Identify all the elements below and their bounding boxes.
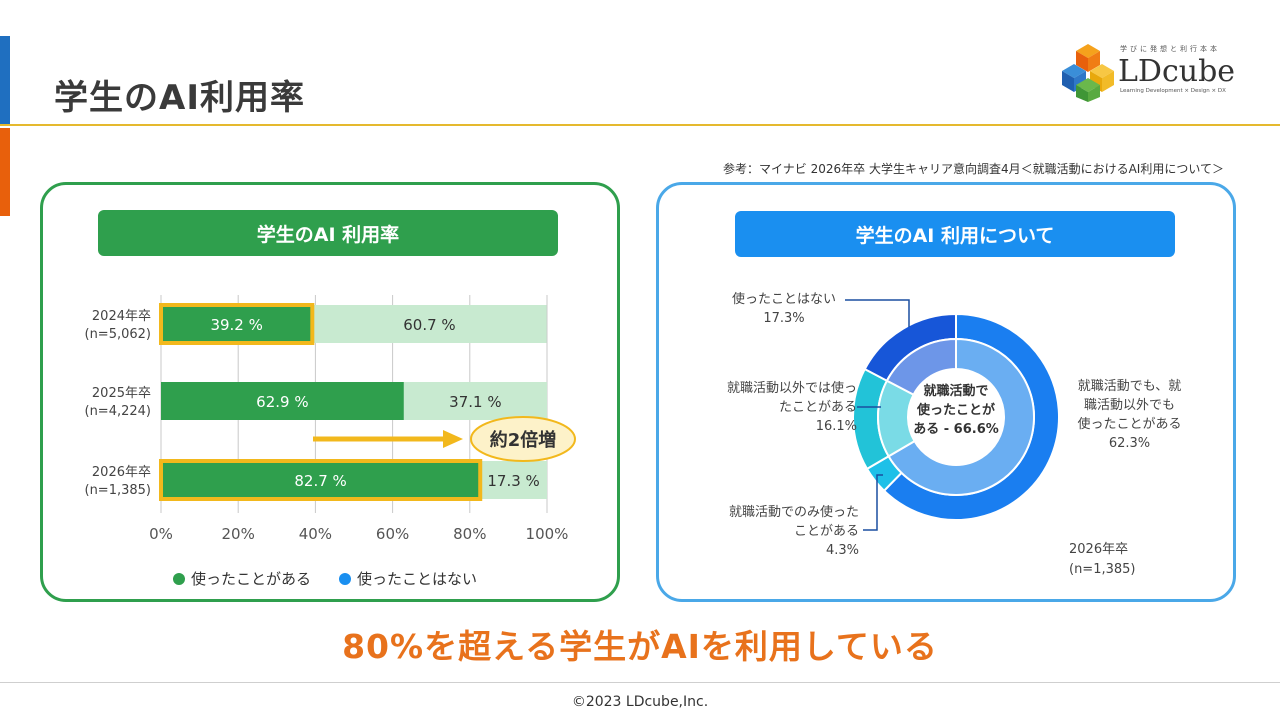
donut-label-job-only-line-1: 就職活動でのみ使った bbox=[728, 505, 859, 520]
legend-label-used: 使ったことがある bbox=[191, 570, 312, 588]
donut-chart bbox=[845, 299, 1060, 531]
x-tick-label: 80% bbox=[453, 525, 486, 543]
copyright: ©2023 LDcube,Inc. bbox=[571, 694, 709, 710]
donut-label-both-value: 62.3% bbox=[1108, 436, 1151, 451]
legend-dot-not-used bbox=[339, 572, 352, 585]
category-n-label: (n=1,385) bbox=[85, 483, 152, 498]
bar-chart-title: 学生のAI 利用率 bbox=[98, 210, 558, 256]
x-tick-label: 40% bbox=[299, 525, 332, 543]
legend-item-used: 使ったことがある bbox=[173, 568, 311, 589]
x-tick-label: 60% bbox=[376, 525, 409, 543]
bar-not-used-label: 60.7 % bbox=[403, 316, 455, 334]
donut-label-job-only-value: 4.3% bbox=[825, 543, 859, 558]
donut-label-non-job-value: 16.1% bbox=[815, 419, 857, 434]
donut-label-both: 就職活動でも、就 職活動以外でも 使ったことがある 62.3% bbox=[1067, 377, 1192, 453]
donut-label-both-line-3: 使ったことがある bbox=[1077, 417, 1182, 432]
category-n-label: (n=5,062) bbox=[85, 327, 152, 342]
donut-label-never-line-1: 使ったことはない bbox=[731, 292, 836, 307]
donut-chart-panel: 学生のAI 利用について 就職活動で 使ったことが ある - 66.6% 就職活… bbox=[656, 182, 1236, 602]
bar-not-used bbox=[403, 382, 547, 420]
bar-not-used-label: 37.1 % bbox=[449, 393, 501, 411]
leader-line-never bbox=[845, 299, 910, 327]
bar-used-label: 39.2 % bbox=[210, 316, 262, 334]
x-tick-label: 20% bbox=[222, 525, 255, 543]
donut-chart-title: 学生のAI 利用について bbox=[735, 211, 1175, 257]
accent-bar-orange bbox=[0, 128, 10, 216]
category-n-label: (n=4,224) bbox=[85, 404, 152, 419]
bar-not-used bbox=[312, 305, 547, 343]
legend-label-not-used: 使ったことはない bbox=[357, 570, 478, 588]
ldcube-logo: 学びに発想と利行本本 LDcube Learning Development ×… bbox=[1062, 40, 1236, 104]
donut-label-job-only-line-2: ことがある bbox=[793, 524, 859, 539]
category-year-label: 2024年卒 bbox=[92, 309, 151, 324]
growth-bubble bbox=[470, 416, 576, 462]
bar-chart: 0% 20% 40% 60% 80% 100% 39.2 % 60.7 % 2024年卒 (n=5… bbox=[85, 295, 576, 543]
bar-used bbox=[159, 303, 315, 345]
logo-tagline: 学びに発想と利行本本 bbox=[1120, 45, 1220, 53]
growth-arrow-head bbox=[443, 430, 463, 448]
accent-bar-blue bbox=[0, 36, 10, 124]
donut-label-both-line-2: 職活動以外でも bbox=[1083, 398, 1175, 413]
bar-used-label: 82.7 % bbox=[294, 472, 346, 490]
donut-label-non-job-line-1: 就職活動以外では使っ bbox=[726, 381, 857, 396]
bar-used bbox=[159, 459, 483, 501]
donut-center-line-2: 使ったことが bbox=[916, 403, 995, 418]
donut-inner-slice bbox=[885, 337, 957, 397]
donut-label-never: 使ったことはない 17.3% bbox=[719, 290, 849, 328]
donut-label-both-line-1: 就職活動でも、就 bbox=[1077, 379, 1182, 394]
bar-not-used bbox=[480, 461, 547, 499]
logo-name: LDcube bbox=[1118, 54, 1236, 89]
donut-label-job-only: 就職活動でのみ使った ことがある 4.3% bbox=[711, 503, 859, 560]
header-divider bbox=[0, 124, 1280, 126]
category-year-label: 2025年卒 bbox=[92, 386, 151, 401]
donut-inner-slice bbox=[887, 337, 1035, 496]
cube-logo-icon bbox=[1062, 44, 1114, 102]
bar-used bbox=[161, 382, 404, 420]
conclusion-text: 80%を超える学生がAIを利用している bbox=[342, 627, 938, 666]
bar-chart-legend: 使ったことがある 使ったことはない bbox=[173, 568, 477, 589]
logo-subtitle: Learning Development × Design × DX bbox=[1120, 88, 1226, 94]
leader-line-job-only bbox=[863, 474, 883, 531]
donut-label-non-job-line-2: たことがある bbox=[778, 400, 857, 415]
donut-label-never-value: 17.3% bbox=[763, 311, 805, 326]
category-year-label: 2026年卒 bbox=[92, 465, 151, 480]
x-tick-label: 0% bbox=[149, 525, 173, 543]
donut-center-line-3: ある - 66.6% bbox=[913, 422, 999, 437]
growth-annotation: 約2倍増 bbox=[490, 429, 557, 451]
bar-not-used-label: 17.3 % bbox=[487, 472, 539, 490]
donut-sample-year: 2026年卒 bbox=[1069, 542, 1129, 557]
donut-sample-note: 2026年卒 (n=1,385) bbox=[1069, 540, 1136, 580]
donut-sample-n: (n=1,385) bbox=[1069, 562, 1136, 577]
donut-label-non-job: 就職活動以外では使っ たことがある 16.1% bbox=[709, 379, 857, 436]
legend-item-not-used: 使ったことはない bbox=[339, 568, 477, 589]
footer-divider bbox=[0, 682, 1280, 683]
page-title: 学生のAI利用率 bbox=[54, 78, 305, 118]
donut-center-line-1: 就職活動で bbox=[923, 384, 989, 399]
reference-note: 参考：マイナビ 2026年卒 大学生キャリア意向調査4月＜就職活動におけるAI利… bbox=[723, 162, 1224, 176]
bar-chart-panel: 学生のAI 利用率 0% 20% 40% 60% 80% 100% 39.2 % 60.7 %… bbox=[40, 182, 620, 602]
x-tick-label: 100% bbox=[526, 525, 569, 543]
donut-center-label: 就職活動で 使ったことが ある - 66.6% bbox=[911, 382, 1001, 439]
legend-dot-used bbox=[173, 572, 185, 585]
bar-used-label: 62.9 % bbox=[256, 393, 308, 411]
